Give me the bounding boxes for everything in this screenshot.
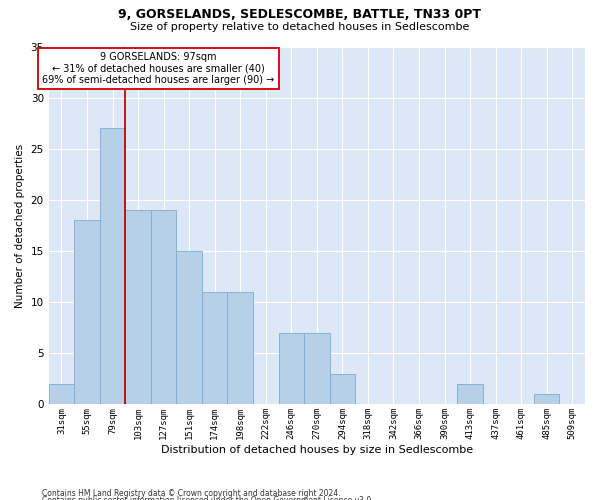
Bar — [125, 210, 151, 404]
Bar — [329, 374, 355, 404]
Bar — [202, 292, 227, 405]
Text: Size of property relative to detached houses in Sedlescombe: Size of property relative to detached ho… — [130, 22, 470, 32]
Bar — [227, 292, 253, 405]
Text: Contains public sector information licensed under the Open Government Licence v3: Contains public sector information licen… — [42, 496, 374, 500]
Text: Contains HM Land Registry data © Crown copyright and database right 2024.: Contains HM Land Registry data © Crown c… — [42, 488, 341, 498]
Bar — [534, 394, 559, 404]
Bar — [278, 333, 304, 404]
Text: 9, GORSELANDS, SEDLESCOMBE, BATTLE, TN33 0PT: 9, GORSELANDS, SEDLESCOMBE, BATTLE, TN33… — [119, 8, 482, 20]
Bar — [74, 220, 100, 404]
Bar — [304, 333, 329, 404]
Text: 9 GORSELANDS: 97sqm
← 31% of detached houses are smaller (40)
69% of semi-detach: 9 GORSELANDS: 97sqm ← 31% of detached ho… — [43, 52, 275, 85]
Bar — [457, 384, 483, 404]
Bar — [151, 210, 176, 404]
Y-axis label: Number of detached properties: Number of detached properties — [15, 144, 25, 308]
X-axis label: Distribution of detached houses by size in Sedlescombe: Distribution of detached houses by size … — [161, 445, 473, 455]
Bar — [176, 251, 202, 404]
Bar — [100, 128, 125, 404]
Bar — [49, 384, 74, 404]
